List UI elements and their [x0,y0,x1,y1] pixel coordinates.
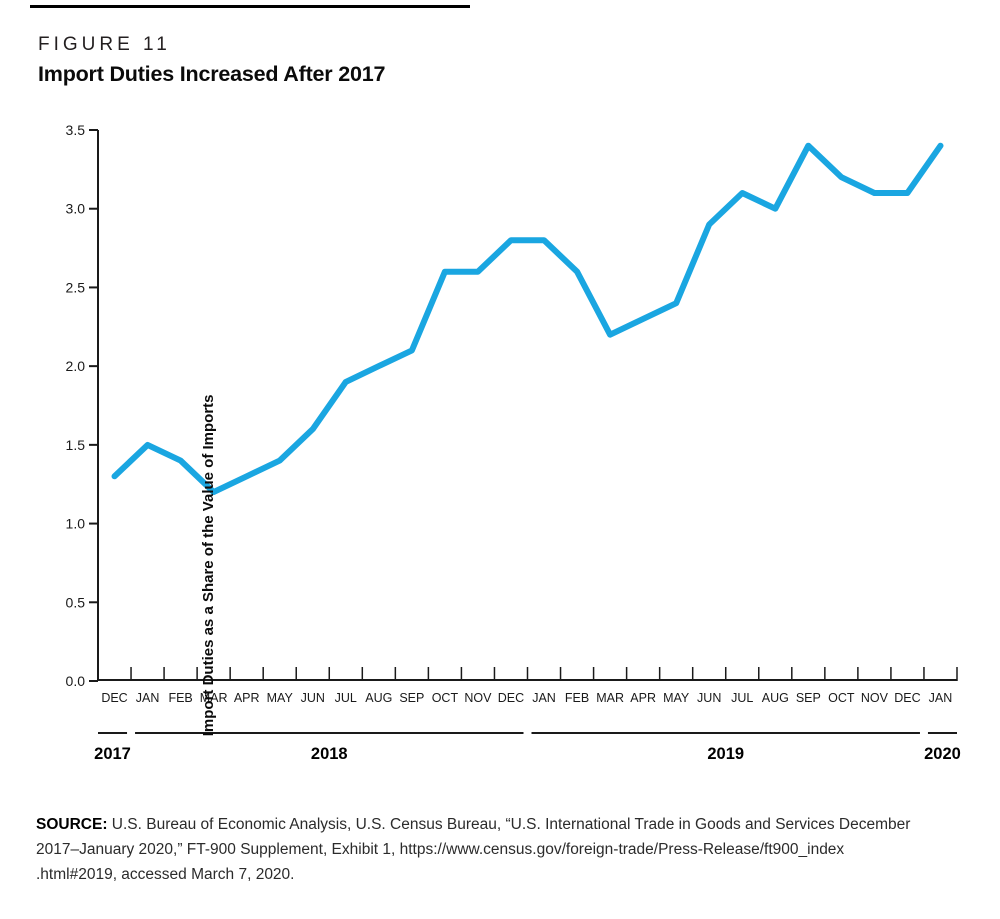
svg-text:FEB: FEB [168,691,192,705]
svg-text:MAY: MAY [267,691,294,705]
svg-text:2017: 2017 [94,745,131,763]
svg-text:MAY: MAY [663,691,690,705]
svg-text:JAN: JAN [136,691,160,705]
source-label: SOURCE: [36,816,108,833]
svg-text:SEP: SEP [399,691,424,705]
svg-text:1.5: 1.5 [66,437,86,453]
source-note: SOURCE: U.S. Bureau of Economic Analysis… [36,812,970,887]
svg-text:NOV: NOV [464,691,492,705]
svg-text:OCT: OCT [828,691,855,705]
source-line: SOURCE: U.S. Bureau of Economic Analysis… [36,812,970,837]
svg-text:3.0: 3.0 [66,201,86,217]
svg-text:2.0: 2.0 [66,358,86,374]
svg-text:APR: APR [630,691,656,705]
figure-label: FIGURE 11 [38,34,171,55]
svg-text:1.0: 1.0 [66,516,86,532]
svg-text:FEB: FEB [565,691,589,705]
svg-text:DEC: DEC [894,691,920,705]
figure-title: Import Duties Increased After 2017 [38,62,386,86]
svg-text:JUL: JUL [335,691,357,705]
svg-text:2019: 2019 [707,745,744,763]
svg-text:JUN: JUN [697,691,721,705]
svg-text:2018: 2018 [311,745,348,763]
svg-text:MAR: MAR [200,691,228,705]
svg-text:SEP: SEP [796,691,821,705]
svg-text:JAN: JAN [532,691,556,705]
svg-text:AUG: AUG [365,691,392,705]
top-rule [30,5,470,8]
svg-text:0.5: 0.5 [66,594,86,610]
svg-text:3.5: 3.5 [66,122,86,138]
y-axis-title: Import Duties as a Share of the Value of… [199,394,217,737]
svg-text:JUL: JUL [731,691,753,705]
source-text: .html#2019, accessed March 7, 2020. [36,866,295,883]
svg-text:2020: 2020 [924,745,961,763]
svg-text:JAN: JAN [929,691,953,705]
source-line: 2017–January 2020,” FT-900 Supplement, E… [36,837,970,862]
source-text: U.S. Bureau of Economic Analysis, U.S. C… [107,816,911,833]
svg-text:DEC: DEC [101,691,127,705]
svg-text:2.5: 2.5 [66,279,86,295]
svg-text:APR: APR [234,691,260,705]
svg-text:NOV: NOV [861,691,889,705]
svg-text:OCT: OCT [432,691,459,705]
svg-text:0.0: 0.0 [66,673,86,689]
source-line: .html#2019, accessed March 7, 2020. [36,862,970,887]
source-text: 2017–January 2020,” FT-900 Supplement, E… [36,841,845,858]
svg-text:AUG: AUG [762,691,789,705]
svg-text:JUN: JUN [301,691,325,705]
svg-text:DEC: DEC [498,691,524,705]
svg-text:MAR: MAR [596,691,624,705]
